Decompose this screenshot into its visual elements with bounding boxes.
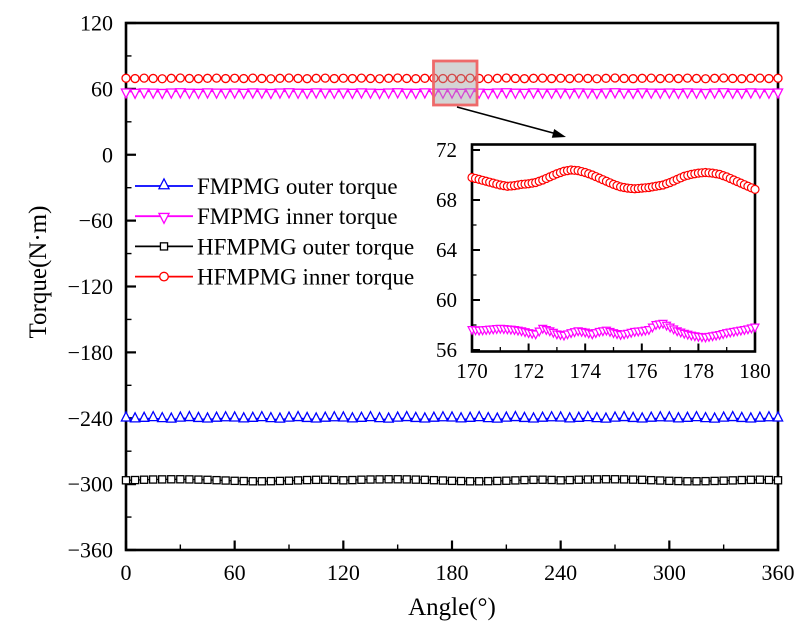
x-tick-label: 300: [653, 560, 686, 585]
y-axis-title: Torque(N·m): [25, 206, 52, 339]
inset-x-tick-label: 178: [683, 359, 715, 383]
y-tick-label: −360: [68, 538, 113, 563]
x-tick-label: 180: [436, 560, 469, 585]
inset-series-fmpmg-inner-torque: [467, 319, 760, 344]
legend-label: HFMPMG outer torque: [197, 234, 414, 259]
inset-y-tick-label: 60: [436, 288, 457, 312]
zoom-callout: [432, 59, 566, 138]
x-tick-label: 240: [544, 560, 577, 585]
inset-x-tick-label: 170: [456, 359, 488, 383]
inset-series-hfmpmg-inner-torque: [467, 165, 760, 194]
main-plot-frame: [124, 21, 780, 552]
zoom-highlight-rect: [432, 59, 479, 107]
y-tick-label: −60: [79, 208, 113, 233]
x-tick-label: 360: [762, 560, 795, 585]
series-hfmpmg-outer-torque: [121, 475, 783, 486]
legend-item: FMPMG outer torque: [135, 174, 398, 199]
inset-y-tick-label: 64: [436, 238, 458, 262]
x-tick-label: 0: [121, 560, 132, 585]
y-tick-label: 60: [91, 76, 113, 101]
y-tick-label: −180: [68, 340, 113, 365]
y-tick-label: −240: [68, 406, 113, 431]
x-tick-label: 60: [224, 560, 246, 585]
inset-y-tick-label: 72: [436, 138, 457, 162]
inset-x-tick-label: 174: [569, 359, 601, 383]
y-tick-label: −120: [68, 274, 113, 299]
series-hfmpmg-inner-torque: [121, 73, 783, 84]
legend-label: FMPMG outer torque: [197, 174, 398, 199]
series-fmpmg-inner-torque: [120, 88, 784, 100]
inset-frame: [470, 143, 757, 353]
y-tick-label: 0: [102, 142, 113, 167]
series-fmpmg-outer-torque: [120, 410, 784, 423]
legend-item: HFMPMG outer torque: [135, 234, 414, 259]
inset-y-tick-label: 68: [436, 188, 457, 212]
inset-x-tick-label: 172: [513, 359, 545, 383]
legend-label: FMPMG inner torque: [197, 204, 398, 229]
x-tick-label: 120: [327, 560, 360, 585]
inset-x-tick-label: 176: [626, 359, 658, 383]
y-tick-label: −300: [68, 472, 113, 497]
y-tick-label: 120: [80, 11, 113, 36]
inset-plot: 170 172 174 176 178 180 72 68 64 60 56: [436, 138, 771, 383]
legend-label: HFMPMG inner torque: [197, 265, 414, 290]
x-axis-title: Angle(°): [408, 594, 496, 621]
callout-arrow-head: [551, 129, 566, 138]
inset-x-tick-label: 180: [739, 359, 771, 383]
legend: FMPMG outer torque FMPMG inner torque HFMP…: [135, 174, 414, 290]
legend-item: FMPMG inner torque: [135, 204, 398, 229]
inset-y-tick-label: 56: [436, 338, 457, 362]
legend-item: HFMPMG inner torque: [135, 265, 414, 290]
callout-arrow-line: [456, 106, 556, 135]
chart-generated-content: 0 60 120 180 240 300 360 120 60 0 −60 −120 −180 −240 −…: [68, 11, 795, 586]
main-axes-ticks: 0 60 120 180 240 300 360 120 60 0 −60 −120 −180 −240 −…: [68, 11, 795, 586]
